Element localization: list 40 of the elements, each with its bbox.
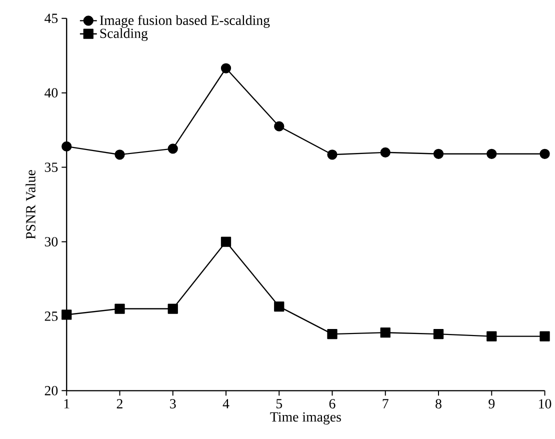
point — [433, 148, 444, 159]
x-tick-label: 9 — [488, 398, 495, 408]
point — [168, 304, 178, 314]
y-tick-label: 25 — [44, 311, 58, 321]
point — [220, 63, 232, 74]
point — [380, 147, 390, 158]
point — [220, 236, 232, 247]
point — [274, 301, 284, 312]
x-tick-label: 1 — [64, 398, 70, 408]
x-tick-label: 5 — [276, 398, 282, 408]
point — [540, 148, 550, 159]
point — [486, 331, 497, 342]
point — [540, 331, 550, 342]
x-axis-title: Time images — [270, 412, 341, 424]
point — [380, 327, 390, 338]
point — [114, 149, 125, 160]
legend-label: Scalding — [100, 28, 148, 41]
point — [62, 141, 72, 152]
point — [274, 121, 284, 132]
point — [168, 143, 178, 154]
y-tick-label: 45 — [44, 14, 58, 23]
point — [327, 149, 338, 160]
x-tick-label: 2 — [116, 398, 122, 408]
point — [62, 309, 72, 320]
point — [327, 328, 338, 339]
y-tick-label: 30 — [44, 236, 58, 246]
point — [486, 148, 497, 159]
x-tick-label: 3 — [170, 398, 176, 408]
legend-label: Image fusion based E-scalding — [100, 14, 270, 28]
point — [114, 304, 125, 314]
y-tick-label: 20 — [44, 386, 58, 396]
x-tick-label: 8 — [436, 398, 442, 408]
x-tick-label: 4 — [222, 398, 230, 408]
y-axis-title: PSNR Value — [26, 170, 36, 239]
y-tick-label: 40 — [44, 88, 58, 98]
x-tick-label: 10 — [539, 398, 552, 408]
x-tick-label: 7 — [382, 398, 388, 408]
x-tick-label: 6 — [329, 398, 336, 408]
y-tick-label: 35 — [44, 162, 58, 172]
point — [433, 328, 444, 339]
